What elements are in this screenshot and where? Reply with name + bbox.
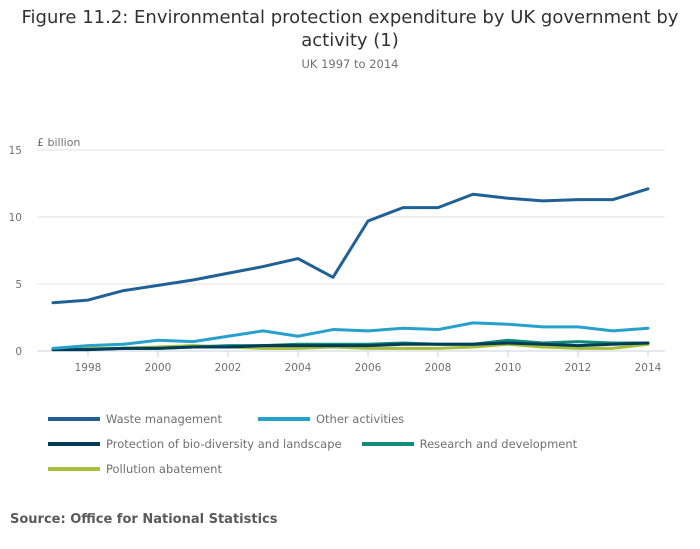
legend-label: Other activities — [316, 411, 405, 426]
x-axis: 1998 2000 2002 2004 2006 2008 2010 2012 2014 — [75, 351, 662, 374]
x-tick-label: 2006 — [355, 362, 382, 374]
series-line-protection-of-bio-diversity-and-landscape[interactable] — [51, 341, 650, 352]
legend-item-waste-management[interactable]: Waste management — [48, 412, 238, 426]
line-chart: 0 5 10 15 1998 2000 2002 2004 2006 2008 2010 2012 2… — [9, 136, 665, 374]
chart-title: Figure 11.2: Environmental protection ex… — [21, 7, 679, 51]
legend-item-other-activities[interactable]: Other activities — [258, 412, 404, 426]
legend-label: Research and development — [419, 436, 578, 451]
chart-subtitle: UK 1997 to 2014 — [301, 57, 399, 71]
legend: Waste management Other activities Protec… — [48, 406, 688, 481]
legend-item-research-development[interactable]: Research and development — [361, 436, 578, 451]
x-tick-label: 2004 — [285, 362, 312, 374]
legend-item-bio-diversity[interactable]: Protection of bio-diversity and landscap… — [48, 437, 342, 451]
x-tick-label: 2002 — [215, 362, 242, 374]
y-axis-unit-label: £ billion — [37, 136, 80, 149]
legend-swatch — [48, 416, 100, 421]
x-tick-label: 2012 — [565, 362, 592, 374]
legend-label: Protection of bio-diversity and landscap… — [106, 436, 342, 451]
y-tick-label: 10 — [9, 212, 22, 224]
x-tick-label: 2014 — [635, 362, 662, 374]
legend-swatch — [361, 441, 414, 446]
series-line-other-activities[interactable] — [51, 321, 650, 350]
legend-item-pollution-abatement[interactable]: Pollution abatement — [48, 462, 222, 476]
legend-label: Waste management — [106, 411, 222, 426]
legend-swatch — [48, 441, 100, 446]
series-lines — [51, 187, 650, 352]
y-tick-label: 0 — [15, 346, 22, 358]
x-tick-label: 2008 — [425, 362, 452, 374]
legend-swatch — [48, 466, 100, 471]
y-tick-label: 15 — [9, 145, 22, 157]
y-axis: 0 5 10 15 — [9, 145, 22, 358]
series-line-waste-management[interactable] — [51, 187, 650, 305]
source-note: Source: Office for National Statistics — [10, 512, 278, 527]
x-tick-label: 2000 — [145, 362, 172, 374]
legend-swatch — [258, 416, 310, 421]
legend-label: Pollution abatement — [106, 461, 222, 476]
y-tick-label: 5 — [15, 279, 22, 291]
x-tick-label: 2010 — [495, 362, 522, 374]
x-tick-label: 1998 — [75, 362, 102, 374]
gridlines — [37, 149, 665, 352]
